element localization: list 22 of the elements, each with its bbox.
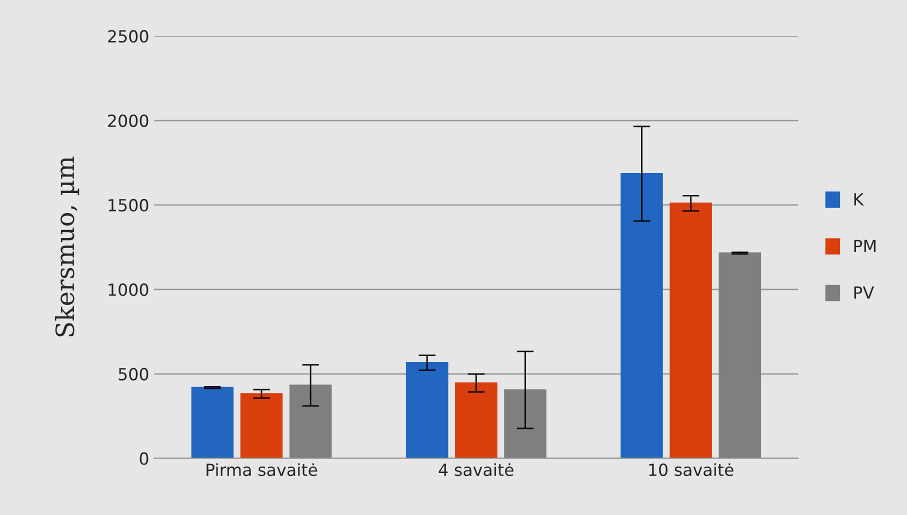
y-tick-label: 2500 xyxy=(108,30,148,43)
bar xyxy=(504,389,546,458)
legend-label: PV xyxy=(854,286,874,299)
y-axis-title: Skersmuo, µm xyxy=(54,156,80,336)
y-tick-label: 1000 xyxy=(108,283,148,296)
bar xyxy=(620,173,663,458)
y-tick-label: 0 xyxy=(140,452,148,465)
y-tick-label: 1500 xyxy=(108,198,148,212)
bar xyxy=(455,382,498,458)
bar xyxy=(718,252,762,458)
x-tick-label: 4 savaitė xyxy=(438,463,514,476)
bar xyxy=(406,362,448,458)
bar xyxy=(240,393,283,458)
x-tick-label: 10 savaitė xyxy=(649,463,734,476)
bar xyxy=(289,384,332,458)
y-tick-label: 500 xyxy=(118,368,148,380)
bar xyxy=(191,386,234,458)
y-tick-label: 2000 xyxy=(108,114,148,128)
legend-label: K xyxy=(854,193,864,206)
bar xyxy=(670,202,712,458)
legend-label: PM xyxy=(854,240,876,252)
x-tick-label: Pirma savaitė xyxy=(206,463,318,476)
